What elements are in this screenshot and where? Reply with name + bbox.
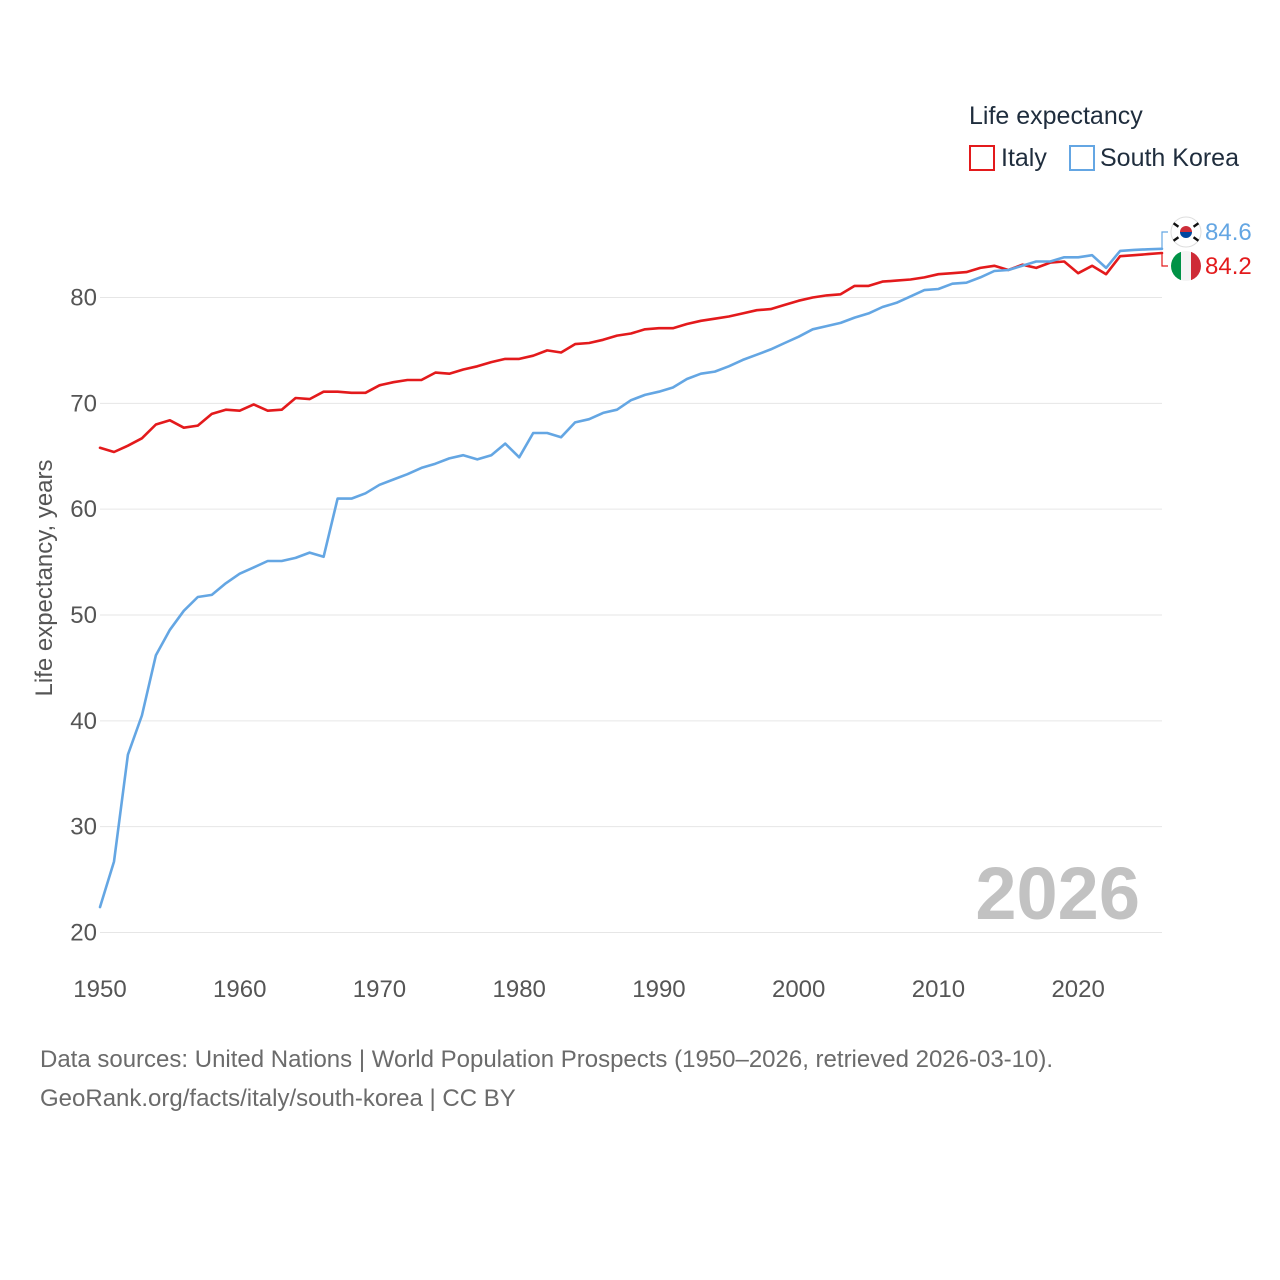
- y-tick-label: 50: [70, 602, 97, 629]
- legend: Life expectancy Italy South Korea: [969, 102, 1239, 172]
- y-tick-label: 30: [70, 814, 97, 841]
- series-lines: [98, 247, 1164, 909]
- legend-title: Life expectancy: [969, 102, 1143, 130]
- legend-swatch-south-korea[interactable]: [1069, 145, 1095, 171]
- end-markers: 84.6 84.2: [1161, 216, 1252, 281]
- y-tick-label: 60: [70, 496, 97, 523]
- end-label-south-korea: 84.6: [1205, 219, 1252, 246]
- x-tick-label: 2020: [1051, 976, 1104, 1003]
- legend-swatch-italy[interactable]: [969, 145, 995, 171]
- footer-sources: Data sources: United Nations | World Pop…: [40, 1046, 1054, 1073]
- y-tick-label: 20: [70, 920, 97, 947]
- x-tick-label: 1950: [73, 976, 126, 1003]
- x-axis-ticks: 1950 1960 1970 1980 1990 2000 2010 2020: [73, 976, 1105, 1003]
- y-tick-label: 40: [70, 708, 97, 735]
- x-tick-label: 2000: [772, 976, 825, 1003]
- x-tick-label: 1990: [632, 976, 685, 1003]
- end-label-italy: 84.2: [1205, 253, 1252, 280]
- end-connector-italy: [1161, 253, 1168, 267]
- life-expectancy-chart: 20 30 40 50 60 70 80 1950 1960 1970 1980 1990 2000 2…: [31, 102, 1252, 1003]
- y-tick-label: 80: [70, 285, 97, 312]
- footer-credit: GeoRank.org/facts/italy/south-korea | CC…: [40, 1085, 516, 1112]
- legend-label-south-korea[interactable]: South Korea: [1100, 144, 1239, 172]
- x-tick-label: 1960: [213, 976, 266, 1003]
- gridlines: [100, 297, 1162, 933]
- x-tick-label: 1970: [353, 976, 406, 1003]
- series-line-italy[interactable]: [98, 251, 1164, 454]
- series-line-south-korea[interactable]: [98, 247, 1164, 909]
- legend-label-italy[interactable]: Italy: [1001, 144, 1047, 172]
- year-label: 2026: [975, 852, 1140, 935]
- italy-flag-icon: [1171, 251, 1201, 281]
- y-axis-ticks: 20 30 40 50 60 70 80: [70, 285, 97, 947]
- x-tick-label: 1980: [493, 976, 546, 1003]
- x-tick-label: 2010: [912, 976, 965, 1003]
- y-tick-label: 70: [70, 390, 97, 417]
- end-connector-south-korea: [1161, 231, 1168, 249]
- south-korea-flag-icon: [1170, 216, 1202, 248]
- y-axis-title: Life expectancy, years: [31, 459, 58, 696]
